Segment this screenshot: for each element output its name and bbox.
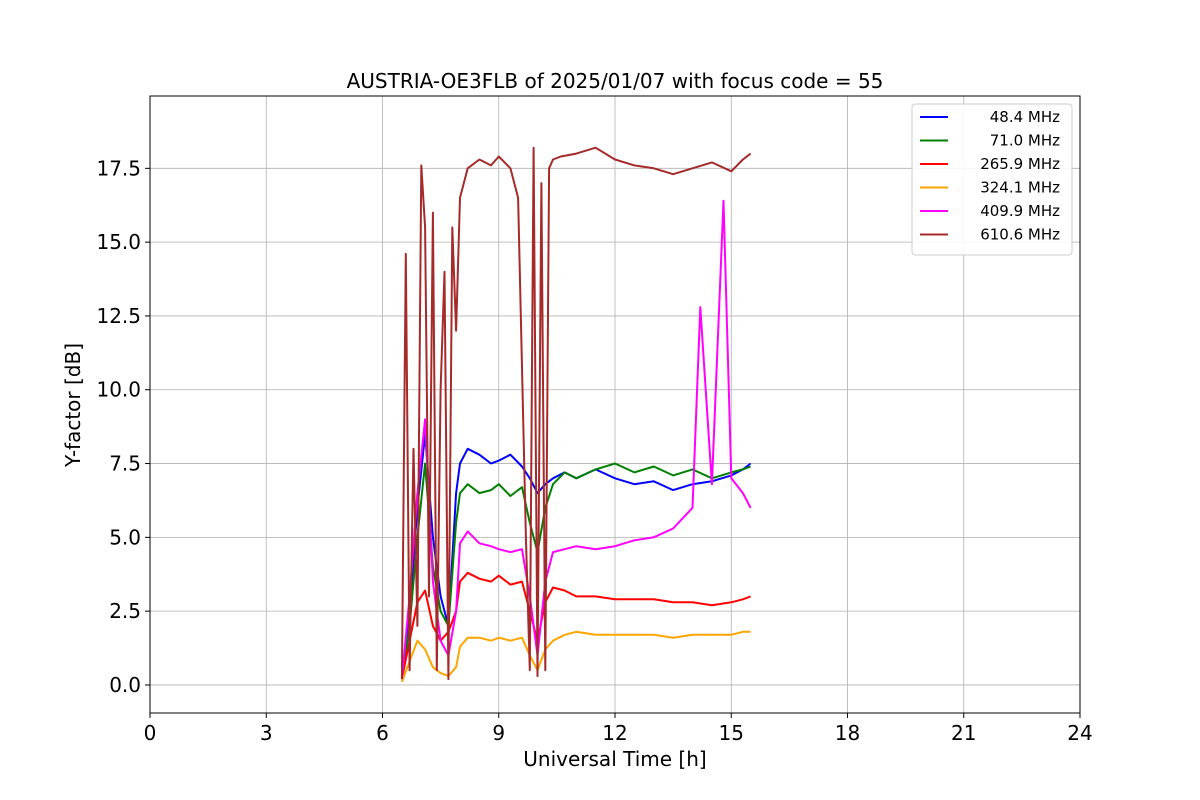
y-axis-label: Y-factor [dB] — [61, 343, 85, 468]
x-axis: 0 3 6 9 12 15 18 21 24 — [144, 713, 1093, 745]
plot-series — [400, 146, 752, 683]
x-tick-label: 15 — [719, 721, 744, 745]
x-tick-label: 9 — [492, 721, 505, 745]
y-axis: 0.0 2.5 5.0 7.5 10.0 12.5 15.0 17.5 — [96, 156, 150, 697]
y-tick-label: 2.5 — [109, 599, 141, 623]
y-tick-label: 17.5 — [96, 156, 141, 180]
legend-label: 324.1 MHz — [980, 179, 1060, 197]
y-tick-label: 10.0 — [96, 378, 141, 402]
legend-label: 71.0 MHz — [990, 132, 1060, 150]
x-tick-label: 6 — [376, 721, 389, 745]
legend-label: 48.4 MHz — [990, 108, 1060, 126]
y-tick-label: 5.0 — [109, 525, 141, 549]
x-tick-label: 0 — [144, 721, 157, 745]
legend: 48.4 MHz 71.0 MHz 265.9 MHz 324.1 MHz 409.9 … — [911, 103, 1073, 256]
x-tick-label: 18 — [835, 721, 860, 745]
x-tick-label: 21 — [951, 721, 976, 745]
legend-label: 610.6 MHz — [980, 226, 1060, 244]
legend-box — [911, 103, 1073, 256]
x-tick-label: 3 — [260, 721, 273, 745]
y-tick-label: 7.5 — [109, 452, 141, 476]
series-line-5 — [400, 146, 752, 681]
series-line-0 — [400, 433, 752, 677]
legend-label: 409.9 MHz — [980, 202, 1060, 220]
y-tick-label: 12.5 — [96, 304, 141, 328]
series-line-1 — [400, 462, 751, 680]
y-tick-label: 15.0 — [96, 230, 141, 254]
x-tick-label: 24 — [1067, 721, 1092, 745]
x-axis-label: Universal Time [h] — [523, 747, 706, 771]
x-tick-label: 12 — [602, 721, 627, 745]
y-tick-label: 0.0 — [109, 673, 141, 697]
chart-title: AUSTRIA-OE3FLB of 2025/01/07 with focus … — [347, 69, 884, 93]
legend-label: 265.9 MHz — [980, 155, 1060, 173]
